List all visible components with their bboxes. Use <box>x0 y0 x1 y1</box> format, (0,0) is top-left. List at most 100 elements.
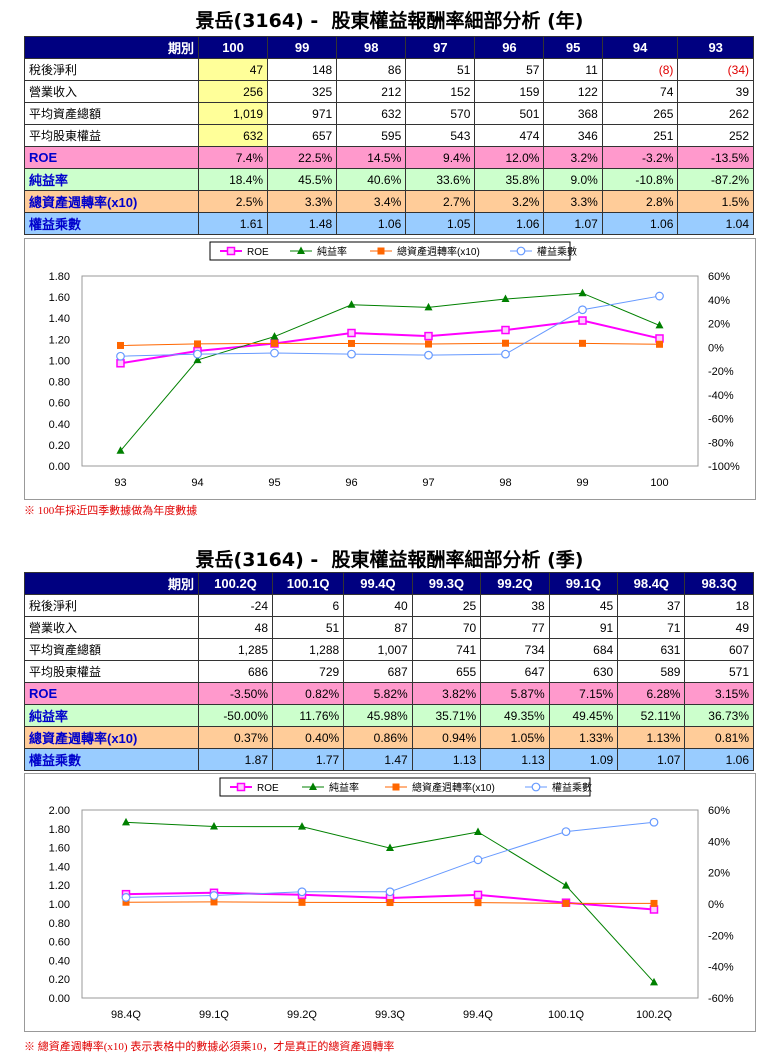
table-cell: 1.33% <box>548 726 619 749</box>
table-cell: 49 <box>684 616 754 639</box>
data-point <box>347 328 356 338</box>
y-left-tick-label: 0.80 <box>49 918 70 930</box>
table-cell: 595 <box>336 124 407 147</box>
y-left-tick-label: 0.80 <box>49 377 70 389</box>
table-row: 稅後淨利 47 148 86 51 57 11 (8) (34) <box>24 58 754 81</box>
table-cell: 3.2% <box>543 146 603 169</box>
table-cell: 3.3% <box>543 190 603 213</box>
row-label: ROE <box>24 146 199 169</box>
data-point <box>650 977 658 986</box>
data-point <box>473 855 483 865</box>
series-at <box>117 339 663 349</box>
period-column-header: 100 <box>197 36 269 59</box>
table-cell: 9.0% <box>543 168 603 191</box>
table-row: ROE 7.4% 22.5% 14.5% 9.4% 12.0% 3.2% -3.2% -13.5… <box>24 146 754 169</box>
table-cell: 36.73% <box>684 704 754 727</box>
data-point <box>578 316 587 325</box>
table-cell: 11.76% <box>272 704 345 727</box>
data-point <box>116 359 125 368</box>
y-right-tick-label: 20% <box>708 868 730 880</box>
table-cell: 262 <box>677 102 754 125</box>
y-left-tick-label: 1.00 <box>49 355 70 367</box>
table-cell: -3.50% <box>197 682 274 705</box>
table-cell: 1.07 <box>617 748 686 771</box>
table-cell: 2.8% <box>601 190 679 213</box>
table-cell: -3.2% <box>601 146 679 169</box>
data-point <box>473 890 483 900</box>
data-point <box>424 331 433 341</box>
table-cell: 265 <box>601 102 679 125</box>
y-left-tick-label: 0.20 <box>49 440 70 452</box>
y-left-tick-label: 2.00 <box>49 805 70 817</box>
data-point <box>649 817 659 827</box>
table-cell: 47 <box>197 58 269 81</box>
y-left-tick-label: 1.80 <box>49 824 70 836</box>
row-label: 稅後淨利 <box>24 58 199 81</box>
y-right-tick-label: -20% <box>708 930 734 942</box>
table-row: 平均股東權益 686 729 687 655 647 630 589 571 <box>24 660 754 683</box>
data-point <box>116 351 125 361</box>
y-left-tick-label: 1.60 <box>49 843 70 855</box>
y-left-tick-label: 0.40 <box>49 955 70 967</box>
table-cell: 971 <box>267 102 338 125</box>
period-column-header: 99 <box>267 36 338 59</box>
period-column-header: 96 <box>474 36 545 59</box>
legend-item: 權益乘數 <box>525 781 592 794</box>
data-point <box>579 339 586 347</box>
x-tick-label: 96 <box>345 477 357 489</box>
data-point <box>271 339 278 347</box>
data-point <box>501 294 510 303</box>
x-tick-label: 99.3Q <box>375 1009 405 1021</box>
x-tick-label: 94 <box>191 477 203 489</box>
table-cell: 159 <box>474 80 545 103</box>
y-right-tick-label: -60% <box>708 993 734 1005</box>
table-cell: (8) <box>601 58 679 81</box>
table-cell: 729 <box>272 660 345 683</box>
quarterly-title: 景岳(3164) - 股東權益報酬率細部分析 (季) <box>195 549 584 571</box>
table-cell: 45.98% <box>343 704 413 727</box>
period-header: 期別 <box>24 36 199 59</box>
table-cell: 49.35% <box>480 704 550 727</box>
legend-marker <box>309 782 317 790</box>
y-left-tick-label: 1.20 <box>49 880 70 892</box>
table-cell: 657 <box>267 124 338 147</box>
data-point <box>561 827 571 837</box>
x-tick-label: 98 <box>499 477 511 489</box>
table-cell: 1,285 <box>197 638 274 661</box>
table-cell: 40.6% <box>336 168 407 191</box>
table-cell: 48 <box>197 616 274 639</box>
table-cell: 22.5% <box>267 146 338 169</box>
table-cell: 38 <box>480 594 550 617</box>
y-right-tick-label: 60% <box>708 805 730 817</box>
period-column-header: 95 <box>543 36 603 59</box>
table-row: 營業收入 48 51 87 70 77 91 71 49 <box>24 616 754 639</box>
legend-item: ROE <box>220 246 269 258</box>
row-label: 稅後淨利 <box>24 594 199 617</box>
table-cell: 346 <box>543 124 603 147</box>
y-left-tick-label: 1.20 <box>49 334 70 346</box>
table-cell: -87.2% <box>677 168 754 191</box>
data-point <box>502 339 509 347</box>
table-row: 純益率 18.4% 45.5% 40.6% 33.6% 35.8% 9.0% -10.8% -8… <box>24 168 754 191</box>
y-right-tick-label: 0% <box>708 899 724 911</box>
table-cell: 1,019 <box>197 102 269 125</box>
table-cell: 1.06 <box>684 748 754 771</box>
x-tick-label: 99.1Q <box>199 1009 229 1021</box>
legend-marker <box>377 247 385 255</box>
data-point <box>386 899 394 907</box>
data-point <box>209 891 219 900</box>
table-cell: 91 <box>548 616 619 639</box>
x-tick-label: 99.4Q <box>463 1009 493 1021</box>
table-cell: (34) <box>677 58 754 81</box>
plot-area <box>81 275 699 467</box>
table-cell: 11 <box>543 58 603 81</box>
annual-table: 期別 100 99 98 97 96 95 94 93 稅後淨利 47 148 86 51 57 11 (8)(… <box>24 36 754 235</box>
data-point <box>425 340 432 348</box>
data-point <box>578 305 587 315</box>
y-right-tick-label: 20% <box>708 319 730 331</box>
table-cell: 571 <box>684 660 754 683</box>
table-cell: 2.7% <box>405 190 476 213</box>
table-cell: 37 <box>617 594 686 617</box>
legend-label: ROE <box>247 247 269 258</box>
data-point <box>210 898 218 906</box>
